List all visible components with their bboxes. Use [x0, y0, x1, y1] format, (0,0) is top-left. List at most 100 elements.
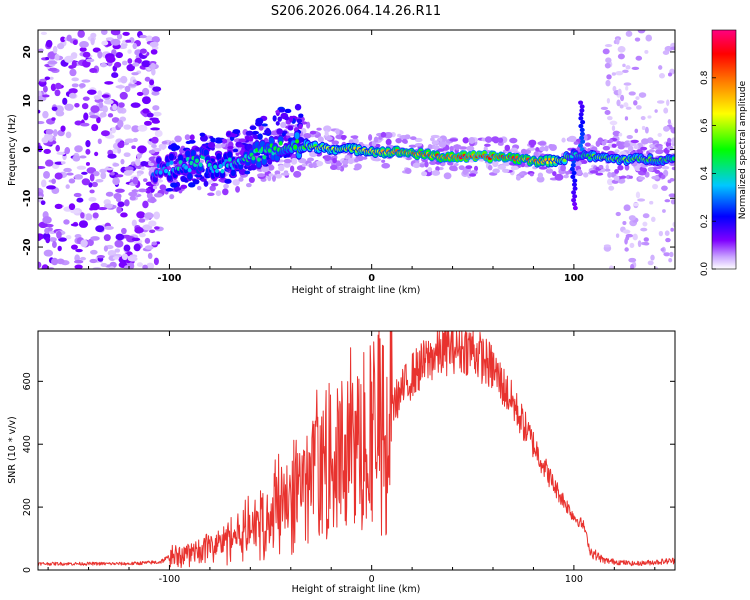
- spectrogram-cell: [431, 170, 441, 176]
- spectrogram-cell: [671, 166, 675, 171]
- spectrogram-cell: [152, 111, 162, 117]
- spectrogram-cell: [115, 51, 124, 59]
- spectrogram-cell: [664, 45, 673, 52]
- spectrogram-cell: [111, 148, 118, 154]
- spectrogram-cell: [128, 191, 138, 197]
- spectrogram-cell: [335, 128, 340, 136]
- colorbar-gradient: [711, 29, 737, 270]
- spectrogram-cell: [90, 32, 97, 38]
- spectrogram-cell: [136, 211, 146, 219]
- spectrogram-cell: [146, 112, 154, 118]
- spectrogram-cell: [275, 173, 283, 179]
- y-tick-label: 600: [22, 372, 33, 390]
- spectrogram-cell: [115, 85, 126, 89]
- spectrogram-cell: [414, 142, 423, 147]
- spectrogram-cell: [642, 221, 648, 227]
- spectrogram-cell: [255, 117, 264, 125]
- spectrogram-cell: [537, 141, 547, 146]
- spectrogram-cell: [151, 119, 160, 124]
- spectrogram-cell: [123, 152, 131, 158]
- spectrogram-cell: [89, 189, 95, 194]
- spectrogram-cell: [76, 197, 84, 203]
- spectrogram-cell: [275, 121, 280, 126]
- spectrogram-cell: [640, 146, 648, 151]
- spectrogram-cell: [131, 189, 139, 193]
- spectrogram-cell: [271, 175, 276, 182]
- spectrogram-cell: [245, 130, 254, 136]
- spectrogram-cell: [38, 121, 45, 125]
- spectrogram-cell: [619, 104, 624, 109]
- spectrogram-cell: [536, 176, 545, 183]
- snr-axes: -100 0 100 0 200 400 600: [22, 331, 675, 585]
- spectrogram-cell: [104, 225, 114, 230]
- spectrogram-cell: [91, 181, 98, 188]
- spectrogram-cell: [71, 77, 79, 82]
- spectrogram-cell: [595, 172, 604, 176]
- spectrogram-cell: [111, 72, 119, 79]
- spectrogram-cell: [655, 149, 664, 155]
- spectrogram-cell: [123, 124, 132, 130]
- spectrogram-cell: [601, 140, 607, 146]
- spectrogram-cell: [638, 176, 645, 181]
- spectrogram-cell: [150, 127, 161, 131]
- spectrogram-cell: [74, 174, 84, 180]
- spectrogram-cell: [65, 131, 72, 139]
- spectrogram-cell: [570, 174, 576, 180]
- snr-panel: -100 0 100 0 200 400 600 Height of straight li…: [7, 330, 676, 595]
- spectrogram-cell: [312, 161, 317, 168]
- spectrogram-cell: [571, 190, 577, 195]
- y-tick-label: 20: [22, 45, 33, 59]
- spectrogram-cell: [652, 183, 659, 190]
- spectrogram-cell: [670, 227, 674, 232]
- spectrogram-cell: [78, 220, 89, 228]
- spectrogram-cell: [605, 164, 609, 170]
- spectrogram-cell: [137, 145, 147, 154]
- spectrogram-cell: [126, 64, 135, 72]
- spectrogram-cell: [492, 168, 500, 174]
- spectrogram-cell: [468, 136, 476, 144]
- spectrogram-cell: [47, 60, 58, 65]
- spectrogram-cell: [635, 191, 641, 199]
- spectrogram-cell: [579, 127, 585, 133]
- spectrogram-cell: [209, 185, 216, 192]
- spectrogram-cell: [295, 139, 300, 144]
- spectrogram-cell: [64, 147, 71, 155]
- spectrogram-cell: [261, 123, 268, 127]
- spectrogram-cell: [617, 144, 625, 150]
- spectrogram-cell: [449, 165, 458, 172]
- spectrogram-cell: [256, 160, 262, 168]
- spectrogram-cell: [278, 141, 283, 146]
- spectrogram-cell: [80, 212, 85, 219]
- spectrogram-cell: [180, 184, 188, 190]
- spectrogram-cell: [604, 44, 613, 48]
- spectrogram-cell: [274, 170, 281, 176]
- spectrogram-cell: [184, 165, 189, 170]
- spectrogram-cell: [168, 153, 175, 161]
- spectrogram-cell: [582, 172, 589, 178]
- spectrogram-cell: [606, 178, 614, 186]
- spectrogram-cell: [227, 145, 234, 150]
- spectrogram-cell: [628, 257, 637, 263]
- spectrogram-cell: [606, 97, 611, 104]
- spectrogram-cell: [670, 46, 675, 51]
- spectrogram-cell: [74, 145, 83, 153]
- spectrogram-cell: [330, 164, 338, 171]
- spectrogram-cell: [111, 126, 117, 134]
- spectrogram-cell: [410, 136, 417, 141]
- spectrogram-cell: [552, 171, 557, 177]
- spectrogram-cell: [68, 88, 78, 94]
- spectrogram-cell: [578, 100, 584, 105]
- spectrogram-cell: [647, 115, 652, 119]
- spectrogram-cell: [539, 146, 547, 152]
- spectrogram-cell: [501, 168, 510, 173]
- spectrogram-cell: [278, 164, 285, 172]
- snr-series-line: [38, 331, 675, 569]
- spectrogram-cell: [148, 220, 157, 227]
- spectrogram-cell: [572, 178, 578, 183]
- spectrogram-cell: [622, 229, 631, 234]
- spectrogram-cell: [126, 235, 136, 243]
- spectrogram-cell: [664, 230, 670, 236]
- spectrogram-cell: [56, 151, 66, 155]
- spectrogram-cell: [85, 148, 91, 155]
